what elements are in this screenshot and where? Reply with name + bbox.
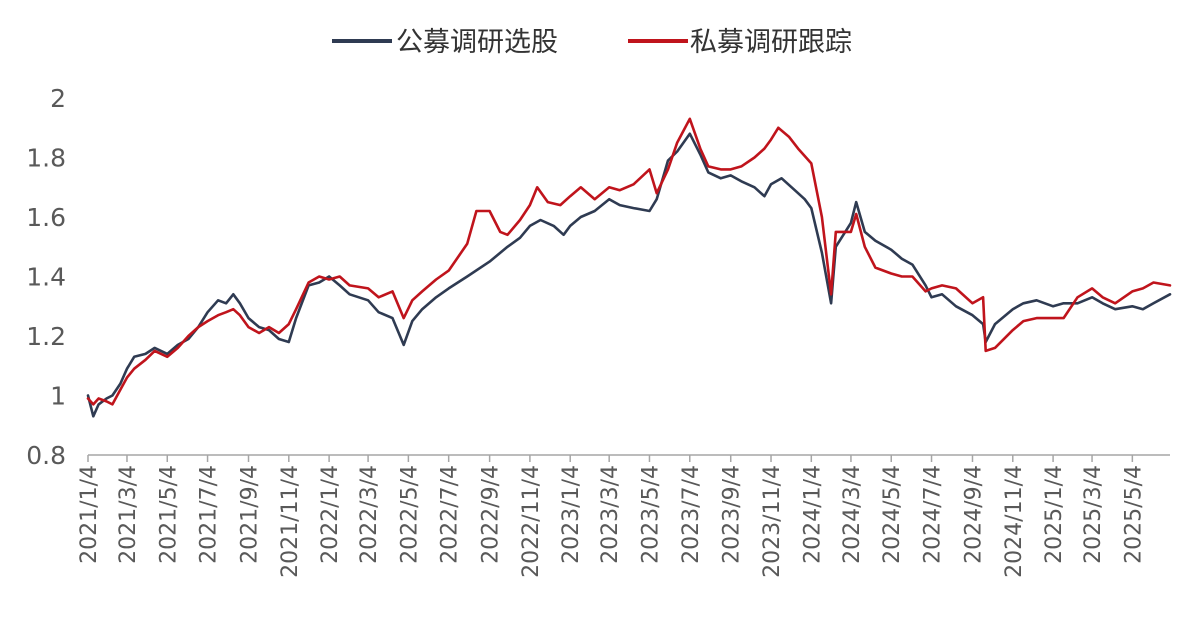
- legend-label-public: 公募调研选股: [396, 27, 558, 58]
- series-line-public: [86, 132, 1172, 418]
- legend: 公募调研选股 私募调研跟踪: [332, 27, 852, 58]
- x-tick-label: 2024/9/4: [961, 465, 986, 564]
- y-tick-label: 1.2: [26, 322, 66, 351]
- x-tick-label: 2025/5/4: [1121, 465, 1146, 564]
- x-tick-label: 2024/11/4: [1002, 465, 1027, 578]
- y-tick-label: 1: [50, 382, 66, 411]
- x-tick-label: 2021/5/4: [156, 465, 181, 564]
- x-tick-label: 2025/3/4: [1081, 465, 1106, 564]
- x-tick-label: 2021/7/4: [197, 465, 222, 564]
- y-tick-label: 1.6: [26, 203, 66, 232]
- x-tick-label: 2023/3/4: [598, 465, 623, 564]
- y-tick-label: 1.8: [26, 144, 66, 173]
- x-tick-label: 2023/1/4: [559, 465, 584, 564]
- y-axis: 0.8 1 1.2 1.4 1.6 1.8 2: [26, 84, 66, 470]
- x-tick-label: 2021/3/4: [116, 465, 141, 564]
- x-tick-label: 2024/7/4: [921, 465, 946, 564]
- x-tick-label: 2023/5/4: [638, 465, 663, 564]
- x-tick-label: 2021/9/4: [238, 465, 263, 564]
- y-tick-label: 1.4: [26, 263, 66, 292]
- x-tick-label: 2025/1/4: [1042, 465, 1067, 564]
- series-line-private: [86, 117, 1172, 406]
- y-tick-label: 2: [50, 84, 66, 113]
- x-tick-label: 2022/3/4: [357, 465, 382, 564]
- x-tick-label: 2022/7/4: [438, 465, 463, 564]
- x-tick-label: 2023/9/4: [720, 465, 745, 564]
- x-tick-label: 2024/1/4: [800, 465, 825, 564]
- series-layer: [86, 117, 1172, 418]
- x-tick-label: 2021/11/4: [278, 465, 303, 578]
- x-tick-label: 2023/7/4: [679, 465, 704, 564]
- y-tick-label: 0.8: [26, 441, 66, 470]
- x-tick-label: 2023/11/4: [760, 465, 785, 578]
- x-tick-label: 2021/1/4: [77, 465, 102, 564]
- legend-label-private: 私募调研跟踪: [690, 27, 852, 58]
- x-tick-label: 2022/1/4: [318, 465, 343, 564]
- x-tick-label: 2024/5/4: [880, 465, 905, 564]
- x-tick-label: 2024/3/4: [840, 465, 865, 564]
- x-tick-label: 2022/11/4: [519, 465, 544, 578]
- x-tick-label: 2022/5/4: [397, 465, 422, 564]
- x-tick-label: 2022/9/4: [479, 465, 504, 564]
- x-axis: 2021/1/4 2021/3/4 2021/5/4 2021/7/4 2021/9/4…: [77, 455, 1146, 578]
